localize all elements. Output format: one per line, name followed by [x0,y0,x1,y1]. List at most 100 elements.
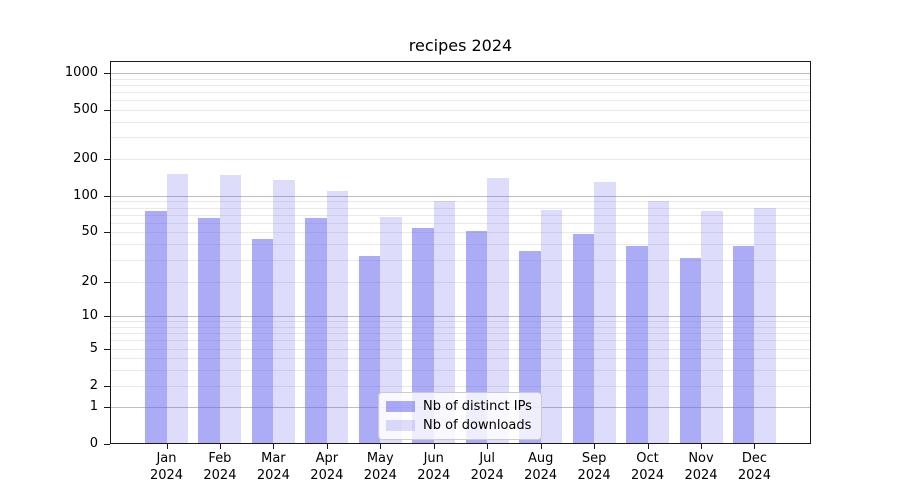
y-tick-mark [104,159,110,160]
gridline-minor [111,159,810,160]
plot-area [110,61,811,444]
x-tick-label: Oct 2024 [631,451,665,483]
bar-downloads-jul-2024 [487,177,509,444]
y-tick-mark [104,349,110,350]
y-tick-mark [104,407,110,408]
x-tick-mark [219,444,221,449]
bar-distinct-ips-jun-2024 [412,228,434,444]
bar-distinct-ips-oct-2024 [626,245,648,444]
gridline-minor [111,222,810,224]
y-tick-label: 500 [73,102,98,117]
gridline-minor [111,207,810,209]
bar-distinct-ips-dec-2024 [732,245,755,444]
gridline-minor [111,232,810,233]
x-tick-label: Jan 2024 [149,451,184,483]
legend-swatch-distinct-ips-icon [386,401,415,412]
gridline-minor [111,326,810,328]
x-tick-label: Dec 2024 [737,451,771,483]
x-tick-mark [754,444,756,449]
y-tick-label: 20 [81,274,98,289]
gridline-minor [111,369,810,371]
gridline-minor [111,78,810,80]
bar-distinct-ips-jan-2024 [145,210,167,444]
x-tick-label: Apr 2024 [310,451,344,483]
y-tick-mark [104,316,110,317]
x-tick-mark [326,444,328,449]
gridline-minor [111,282,810,283]
gridline-minor [111,332,810,334]
x-tick-label: Jun 2024 [417,451,451,483]
x-tick-label: Mar 2024 [256,451,290,483]
x-tick-mark [647,444,649,449]
x-tick-label: Aug 2024 [524,451,558,483]
gridline-major [111,316,810,317]
y-tick-label: 50 [81,224,98,239]
y-tick-mark [104,196,110,197]
x-tick-mark [433,444,435,449]
x-tick-mark [487,444,489,449]
legend-label: Nb of downloads [423,418,532,433]
gridline-minor [111,92,810,94]
gridline-minor [111,137,810,139]
gridline-minor [111,84,810,86]
bar-downloads-mar-2024 [273,179,295,444]
y-tick-label: 2 [89,378,98,393]
gridline-minor [111,201,810,203]
x-tick-label: May 2024 [363,451,397,483]
bar-downloads-jan-2024 [166,174,188,444]
chart-title: recipes 2024 [408,36,513,55]
x-tick-label: Feb 2024 [203,451,237,483]
bar-downloads-dec-2024 [754,208,776,444]
x-tick-mark [380,444,382,449]
bar-downloads-jun-2024 [433,200,456,444]
y-tick-mark [104,282,110,283]
x-tick-label: Jul 2024 [470,451,504,483]
gridline-minor [111,110,810,111]
gridline-minor [111,100,810,102]
legend-swatch-downloads-icon [386,420,415,431]
legend-item: Nb of distinct IPs [386,397,534,416]
bar-distinct-ips-nov-2024 [679,258,701,444]
y-tick-mark [104,73,110,74]
legend: Nb of distinct IPs Nb of downloads [378,392,542,440]
x-tick-mark [701,444,702,449]
bar-distinct-ips-may-2024 [358,256,381,444]
y-tick-mark [104,232,110,233]
gridline-minor [111,349,810,350]
bar-downloads-aug-2024 [540,210,563,444]
bar-downloads-oct-2024 [647,201,670,444]
gridline-minor [111,386,810,387]
gridline-major [111,73,810,74]
x-tick-label: Nov 2024 [684,451,718,483]
bar-distinct-ips-apr-2024 [305,218,327,444]
y-tick-label: 1000 [64,65,98,80]
bar-downloads-feb-2024 [219,175,242,444]
x-tick-label: Sep 2024 [577,451,611,483]
gridline-minor [111,259,810,261]
x-tick-mark [166,444,168,449]
x-tick-mark [594,444,596,449]
gridline-minor [111,121,810,123]
y-tick-label: 1 [89,399,98,414]
bar-distinct-ips-mar-2024 [251,238,274,444]
y-tick-mark [104,110,110,111]
y-tick-label: 200 [73,151,98,166]
bar-downloads-nov-2024 [701,210,723,444]
legend-item: Nb of downloads [386,416,534,435]
y-tick-label: 5 [89,341,98,356]
gridline-minor [111,244,810,246]
x-tick-mark [540,444,542,449]
gridline-major [111,196,810,197]
bar-downloads-apr-2024 [326,190,349,444]
y-tick-label: 0 [89,436,98,451]
gridline-minor [111,358,810,359]
gridline-minor [111,340,810,342]
gridline-minor [111,214,810,216]
y-tick-label: 10 [81,308,98,323]
bar-distinct-ips-feb-2024 [198,218,220,444]
bar-distinct-ips-jul-2024 [465,230,488,444]
y-tick-mark [104,444,110,445]
gridline-minor [111,321,810,323]
y-tick-label: 100 [73,188,98,203]
